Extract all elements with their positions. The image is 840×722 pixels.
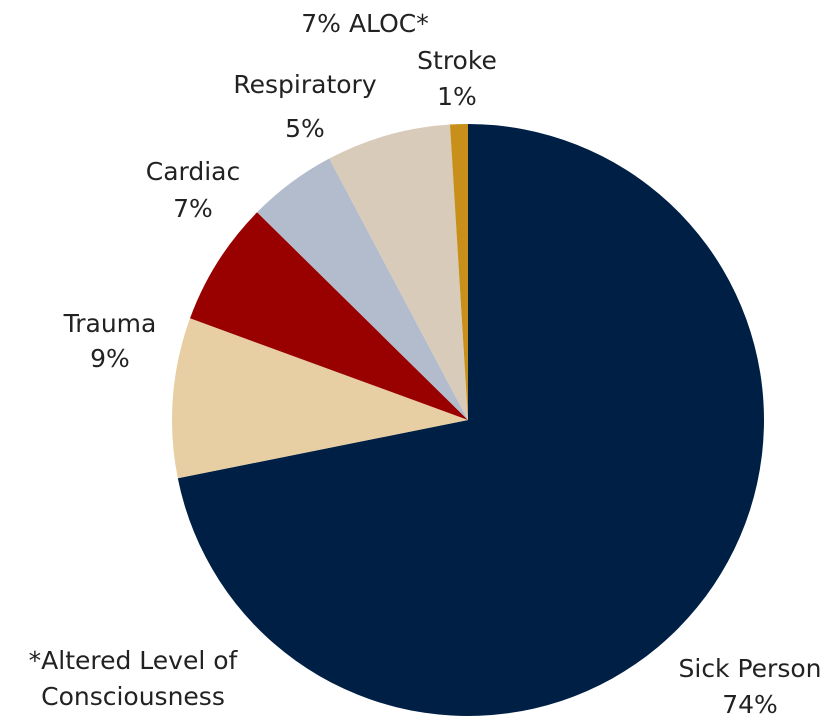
- value-label: 1%: [437, 82, 477, 111]
- value-label: 7%: [301, 9, 341, 38]
- category-label: Sick Person: [679, 654, 822, 683]
- slice: [190, 212, 468, 420]
- category-label: Cardiac: [146, 157, 241, 186]
- annotation: Consciousness: [41, 682, 225, 711]
- slice: [177, 124, 765, 717]
- value-label: 74%: [722, 690, 778, 719]
- slice: [329, 124, 468, 420]
- category-label: Trauma: [63, 309, 157, 338]
- value-label: 9%: [90, 344, 130, 373]
- slice: [449, 124, 468, 420]
- value-label: 7%: [173, 194, 213, 223]
- value-label: 5%: [285, 114, 325, 143]
- slice-label: 7% ALOC*: [301, 9, 428, 38]
- slice: [257, 158, 468, 420]
- category-label: Respiratory: [233, 70, 376, 99]
- slice: [172, 318, 468, 479]
- annotation: *Altered Level of: [29, 646, 239, 675]
- category-label: ALOC*: [349, 9, 429, 38]
- category-label: Stroke: [417, 46, 497, 75]
